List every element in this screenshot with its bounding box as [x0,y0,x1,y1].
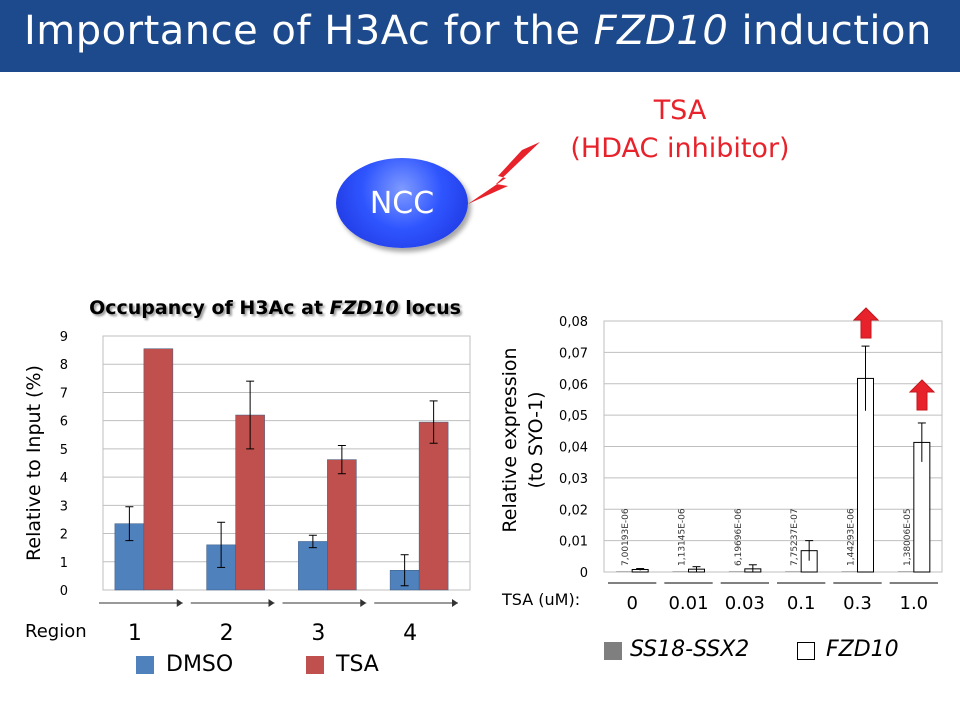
chart2-ytick-label: 0,03 [559,472,588,487]
chart2-xlabel: TSA (uM): [501,590,580,609]
h3ac-occupancy-chart: Occupancy of H3Ac at FZD10 locus 0 1 2 3 4 5 6… [23,297,471,646]
chart2-dose-label: 0.03 [725,593,765,614]
ncc-label: NCC [369,185,435,221]
chart2-ylabel-line2: (to SYO-1) [525,392,547,489]
chart1-ytick-label: 5 [60,443,68,458]
fzd10-expression-chart: 0 0,01 0,02 0,03 0,04 0,05 0,06 0,07 0,08 7,00193… [499,315,943,614]
chart2-bar-ss18-ssx2 [785,571,802,572]
chart1-bar-tsa [418,421,449,591]
chart2-dose-label: 0.01 [668,593,708,614]
chart2-bar-ss18-ssx2 [841,571,858,572]
chart2-dose-label: 0.1 [787,593,816,614]
legend-swatch-fzd10 [797,642,815,660]
chart2-ytick-label: 0,04 [559,441,588,456]
chart1-region-label: 4 [403,621,417,646]
legend-swatch-dmso [136,656,154,674]
chart2-data-label: 6,19696E-06 [734,508,744,566]
up-arrow-icon [852,307,880,339]
legend-label-fzd10: FZD10 [826,637,899,662]
chart2-bar-ss18-ssx2 [616,571,633,572]
chart2-ytick-label: 0,08 [559,315,588,330]
lightning-bolt-icon [468,142,540,204]
chart1-ytick-label: 3 [60,499,68,514]
chart2-ytick-label: 0,01 [559,535,588,550]
chart1-region-arrowhead [176,599,183,607]
treatment-description: (HDAC inhibitor) [570,133,790,164]
chart2-bar-ss18-ssx2 [897,571,914,572]
legend-label-ss18-ssx2: SS18-SSX2 [630,637,750,662]
chart1-ytick-label: 0 [60,584,68,599]
legend-label-tsa: TSA [336,652,379,677]
ncc-cell: NCC [336,158,468,248]
chart2-bar-ss18-ssx2 [728,571,745,572]
chart2-bar-ss18-ssx2 [672,571,689,572]
chart2-ylabel-line1: Relative expression [499,347,521,532]
chart2-data-label: 1,38006E-05 [903,508,913,566]
treatment-name: TSA [653,95,707,126]
chart1-ylabel: Relative to Input (%) [23,365,45,561]
chart1-ytick-label: 4 [60,471,68,486]
chart2-ytick-label: 0,02 [559,503,588,518]
chart1-region-label: 2 [220,621,234,646]
chart1-ytick-label: 6 [60,415,68,430]
treatment-label: TSA (HDAC inhibitor) [550,92,810,168]
chart2-dose-label: 0.3 [843,593,872,614]
chart1-ytick-label: 7 [60,386,68,401]
chart2-ytick-label: 0,07 [559,346,588,361]
chart1-ytick-label: 8 [60,358,68,373]
title-bar [0,0,960,72]
chart1-bar-tsa [143,348,174,591]
chart2-data-label: 7,75237E-07 [790,508,800,566]
chart1-region-label: 1 [128,621,142,646]
chart2-data-label: 1,13145E-06 [678,508,688,566]
chart1-bar-tsa [327,459,357,591]
chart2-dose-label: 1.0 [900,593,929,614]
chart1-ytick-label: 9 [60,330,68,345]
chart1-title: Occupancy of H3Ac at FZD10 locus [89,297,461,319]
chart2-ytick-label: 0,05 [559,409,588,424]
chart1-ytick-label: 2 [60,528,68,543]
chart1-bar-dmso [298,541,328,591]
legend-swatch-tsa [306,656,324,674]
chart2-data-label: 7,00193E-06 [621,508,631,566]
chart2-dose-label: 0 [626,593,637,614]
slide-title: Importance of H3Ac for the FZD10 inducti… [24,8,932,54]
legend-label-dmso: DMSO [166,652,234,677]
chart1-region-label: 3 [311,621,325,646]
chart1-region-arrowhead [360,599,367,607]
chart1-ytick-label: 1 [60,556,68,571]
chart2-ytick-label: 0 [580,566,588,581]
legend-swatch-ss18-ssx2 [604,642,622,660]
chart1-region-arrowhead [452,599,458,607]
chart2-ytick-label: 0,06 [559,378,588,393]
chart1-region-arrowhead [268,599,275,607]
chart1-xlabel: Region [25,621,87,642]
up-arrow-icon [908,379,936,411]
chart2-data-label: 1,44293E-06 [847,508,857,566]
